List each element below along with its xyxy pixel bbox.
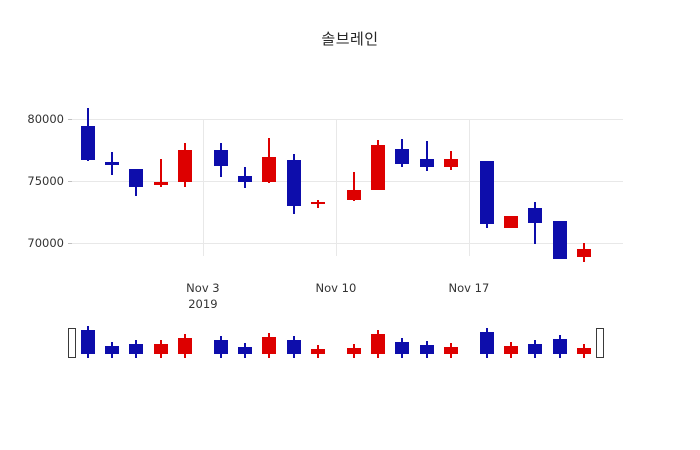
volume-bar-body (286, 339, 301, 354)
gridline-horizontal (72, 181, 623, 182)
candle-body (310, 202, 325, 205)
volume-bar-body (576, 347, 591, 354)
candle-body (105, 162, 120, 165)
volume-bar-body (528, 343, 543, 354)
volume-bar-body (552, 339, 567, 354)
volume-bar-body (395, 342, 410, 354)
candle-body (214, 150, 228, 167)
y-axis-tick-label: 80000 (27, 112, 64, 126)
volume-bar-body (480, 332, 494, 354)
candle-body (153, 182, 168, 185)
candle-body (371, 145, 386, 190)
x-axis-tick-date: Nov 3 (186, 281, 220, 295)
volume-bar-body (504, 345, 519, 354)
gridline-vertical (335, 119, 337, 256)
candle-wick (159, 158, 162, 188)
candle-body (443, 158, 458, 168)
gridline-horizontal (72, 119, 623, 120)
volume-bar-body (81, 329, 95, 354)
x-axis-tick-date: Nov 10 (315, 281, 357, 295)
candle-body (528, 208, 543, 224)
volume-bar-body (371, 333, 386, 354)
candle-body (552, 220, 567, 260)
candle-wick (534, 202, 537, 245)
x-axis-tick-label: Nov 3 2019 (186, 280, 219, 312)
volume-bar-body (238, 346, 253, 354)
candle-body (177, 150, 192, 183)
x-axis-tick-label: Nov 17 (449, 280, 490, 296)
candle-body (347, 189, 361, 200)
volume-range-handle-right[interactable] (595, 328, 604, 358)
candle-body (504, 215, 519, 229)
x-axis-tick-date: Nov 17 (448, 281, 490, 295)
volume-range-handle-left[interactable] (68, 328, 76, 358)
volume-bar-body (214, 340, 228, 354)
volume-bar-body (129, 343, 144, 354)
y-axis-tick-label: 75000 (27, 174, 64, 188)
candle-body (395, 148, 410, 164)
x-axis-tick-year: 2019 (188, 297, 218, 311)
candle-wick (425, 141, 428, 172)
y-axis-tick-mark (68, 181, 72, 182)
volume-bar-body (105, 345, 120, 354)
volume-bar-body (153, 344, 168, 354)
candle-body (238, 176, 253, 183)
y-axis-tick-mark (68, 119, 72, 120)
gridline-vertical (202, 119, 204, 256)
candle-body (129, 168, 144, 188)
x-axis-tick-label: Nov 10 (316, 280, 357, 296)
candle-body (286, 159, 301, 206)
volume-bar-body (347, 347, 361, 354)
chart-title: 솔브레인 (321, 30, 379, 48)
candle-body (480, 161, 494, 225)
volume-bar-body (443, 346, 458, 354)
candle-wick (353, 172, 355, 201)
volume-bar-body (419, 345, 434, 354)
gridline-vertical (468, 119, 470, 256)
candle-body (576, 249, 591, 257)
gridline-horizontal (72, 243, 623, 244)
candle-body (81, 126, 95, 160)
volume-bar-body (262, 337, 277, 354)
candle-body (419, 158, 434, 168)
y-axis-tick-label: 70000 (27, 236, 64, 250)
volume-plot-area (68, 318, 623, 366)
candle-body (262, 157, 277, 183)
volume-bar-body (310, 349, 325, 354)
volume-bar-body (177, 338, 192, 354)
price-plot-area (72, 107, 623, 262)
y-axis-tick-mark (68, 243, 72, 244)
